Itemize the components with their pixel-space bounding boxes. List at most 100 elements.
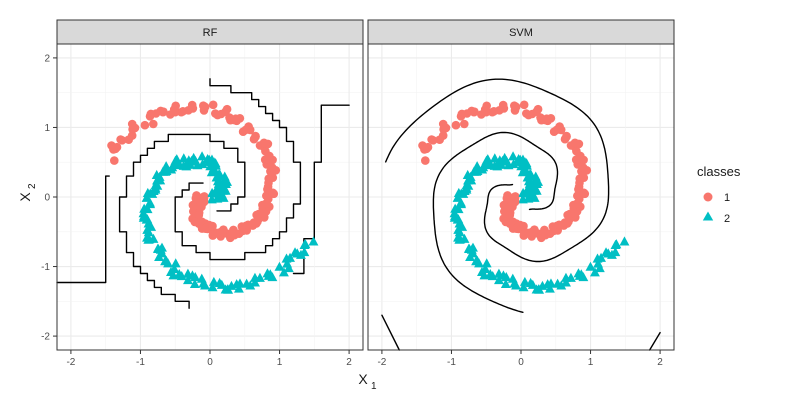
svm-boundary-corner-left — [381, 314, 400, 351]
point-class-2 — [292, 248, 303, 258]
point-class-2 — [207, 282, 218, 292]
svm-boundary-curve-b — [432, 131, 559, 313]
point-class-2 — [245, 280, 256, 290]
point-class-1 — [439, 125, 448, 134]
point-class-1 — [482, 101, 492, 111]
y-tick-label: 2 — [44, 53, 50, 64]
point-class-1 — [456, 112, 466, 121]
point-class-2 — [274, 261, 285, 271]
decision-boundary-svm — [381, 78, 661, 351]
point-class-2 — [196, 273, 207, 283]
point-class-2 — [513, 154, 524, 164]
point-class-2 — [619, 236, 630, 246]
point-class-1 — [177, 107, 186, 117]
point-class-2 — [308, 236, 319, 246]
point-class-1 — [477, 110, 486, 119]
axes: -2 -1 0 1 2 -2 -1 0 1 2 -2 -1 0 1 2 — [41, 53, 663, 368]
point-class-1 — [253, 217, 262, 226]
y-tick-label: 1 — [44, 123, 50, 134]
point-class-2 — [480, 160, 491, 170]
point-class-1 — [262, 199, 271, 208]
points-svm — [418, 100, 630, 294]
x-tick-label: -1 — [447, 357, 456, 368]
point-class-2 — [219, 173, 230, 183]
point-class-1 — [519, 100, 529, 110]
point-class-2 — [169, 160, 180, 170]
point-class-2 — [573, 268, 584, 278]
point-class-1 — [537, 115, 546, 125]
point-class-1 — [166, 110, 175, 119]
point-class-1 — [249, 134, 259, 144]
x-tick-label: 0 — [518, 357, 524, 368]
x-tick-label: -2 — [66, 357, 75, 368]
point-class-2 — [151, 169, 162, 180]
point-class-1 — [222, 104, 232, 114]
point-class-1 — [435, 135, 445, 144]
point-class-1 — [149, 119, 158, 129]
point-class-1 — [259, 138, 269, 148]
point-class-2 — [283, 262, 294, 273]
point-class-1 — [194, 210, 204, 220]
point-class-2 — [220, 185, 231, 195]
point-class-2 — [500, 278, 511, 289]
point-class-2 — [511, 280, 521, 290]
point-class-2 — [455, 234, 466, 244]
point-class-2 — [556, 280, 567, 290]
point-class-1 — [460, 119, 469, 129]
x-tick-label: 2 — [346, 357, 352, 368]
point-class-1 — [451, 120, 461, 130]
y-tick-label: -1 — [41, 262, 50, 273]
point-class-1 — [109, 145, 118, 154]
point-class-2 — [472, 255, 483, 265]
point-class-2 — [262, 268, 273, 278]
point-class-1 — [171, 101, 180, 111]
x-axis-title-subscript: 1 — [371, 381, 377, 392]
point-class-2 — [489, 153, 500, 163]
point-class-2 — [454, 218, 465, 228]
point-class-1 — [575, 174, 584, 183]
x-tick-label: 2 — [657, 357, 663, 368]
x-tick-label: 1 — [277, 357, 283, 368]
facet-label-rf: RF — [203, 27, 218, 39]
point-class-1 — [140, 120, 150, 130]
point-class-2 — [154, 251, 164, 261]
rf-boundary-steps-a — [174, 78, 302, 261]
point-class-1 — [110, 156, 119, 165]
point-class-1 — [208, 100, 218, 110]
point-class-1 — [573, 191, 582, 201]
svm-boundary-curve-a — [385, 78, 610, 263]
x-axis-title-main: X — [358, 371, 368, 387]
point-class-2 — [300, 239, 311, 249]
point-class-1 — [510, 101, 519, 110]
legend-key-class-1 — [703, 192, 713, 202]
point-class-2 — [517, 167, 528, 177]
point-class-1 — [117, 136, 127, 145]
point-class-2 — [142, 224, 153, 234]
point-class-2 — [465, 251, 475, 261]
point-class-2 — [206, 167, 217, 177]
point-class-1 — [219, 225, 228, 234]
point-class-2 — [267, 272, 278, 282]
point-class-2 — [213, 170, 224, 180]
point-class-1 — [428, 136, 438, 145]
point-class-2 — [531, 185, 542, 195]
rf-boundary-left-stair — [56, 175, 110, 284]
x-tick-label: -1 — [136, 357, 145, 368]
point-class-1 — [421, 156, 430, 165]
y-axis-title: X 2 — [17, 183, 38, 202]
point-class-1 — [506, 217, 516, 227]
point-class-2 — [508, 151, 518, 161]
legend-key-class-2 — [702, 211, 714, 221]
point-class-1 — [145, 112, 155, 121]
panel-svm: SVM — [367, 19, 675, 351]
point-class-1 — [199, 101, 208, 110]
point-class-2 — [250, 277, 260, 287]
point-class-1 — [570, 138, 580, 148]
point-class-1 — [124, 135, 133, 144]
point-class-2 — [524, 170, 535, 180]
point-class-2 — [189, 278, 200, 289]
point-class-2 — [161, 255, 172, 265]
panel-rf: RF — [56, 19, 364, 351]
point-class-2 — [285, 252, 295, 262]
